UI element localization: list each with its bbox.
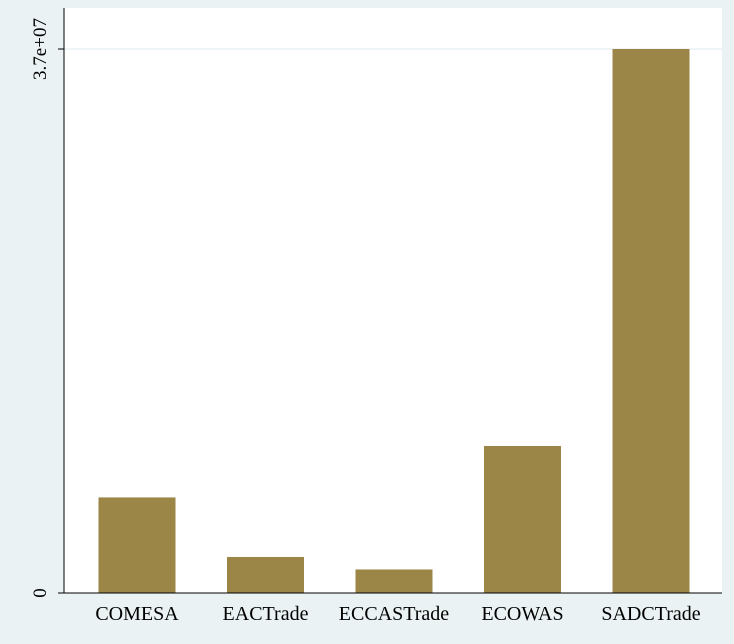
bar-comesa bbox=[98, 497, 176, 593]
y-tick-label: 0 bbox=[30, 588, 51, 598]
tick-labels: COMESA EACTrade ECCASTrade ECOWAS SADCTrade 0… bbox=[30, 18, 701, 625]
x-tick-label: ECCASTrade bbox=[339, 603, 450, 625]
x-tick-label: ECOWAS bbox=[481, 603, 563, 625]
bar-ecowas bbox=[484, 445, 561, 593]
bars bbox=[98, 49, 690, 593]
bar-eactrade bbox=[227, 556, 304, 593]
plot-background bbox=[64, 8, 722, 593]
x-tick-label: SADCTrade bbox=[601, 603, 700, 625]
x-tick-label: COMESA bbox=[95, 603, 179, 625]
bar-eccastrade bbox=[355, 569, 433, 593]
bar-sadctrade bbox=[612, 49, 690, 593]
y-tick-label: 3.7e+07 bbox=[30, 18, 51, 80]
x-tick-label: EACTrade bbox=[223, 603, 309, 625]
axes bbox=[58, 8, 722, 594]
